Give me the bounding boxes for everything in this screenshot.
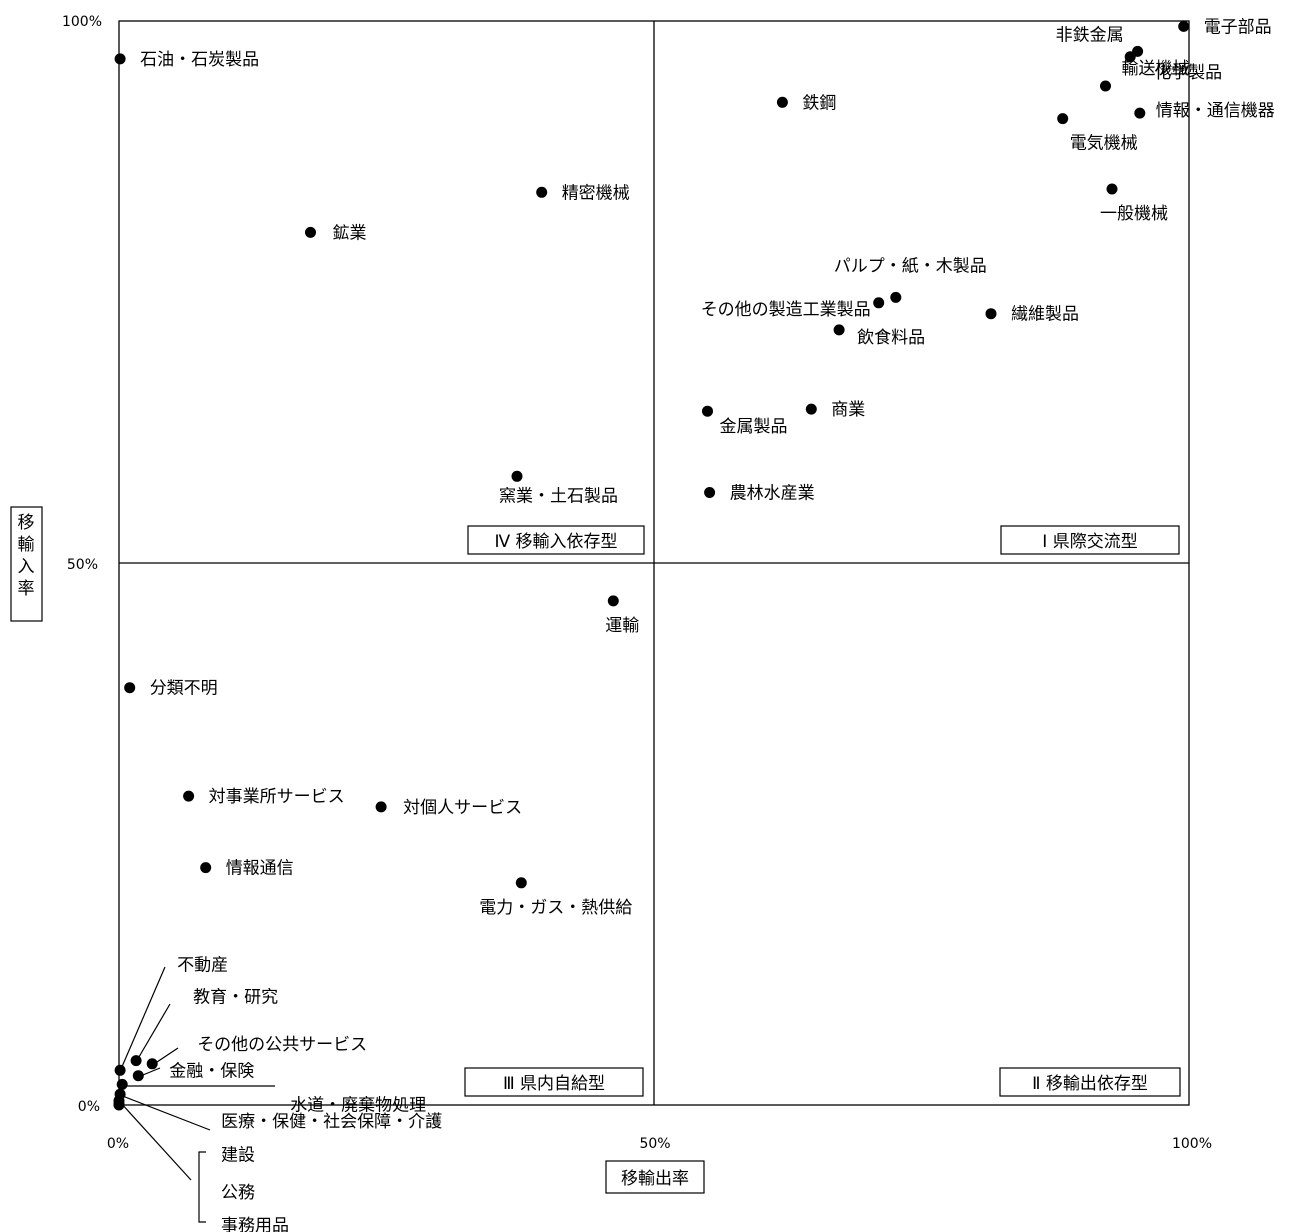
- x-axis-title-box: [605, 1160, 705, 1194]
- point-label: 金融・保険: [169, 1062, 254, 1082]
- point-label: 商業: [831, 400, 865, 420]
- x-tick-label: 0%: [107, 1136, 129, 1152]
- point-label: 情報通信: [226, 859, 294, 879]
- y-tick-label: 50%: [67, 557, 98, 573]
- data-point: [114, 1064, 126, 1076]
- quadrant-label-box: [999, 1067, 1181, 1097]
- point-label: 電力・ガス・熱供給: [479, 898, 632, 918]
- data-point: [1124, 51, 1136, 63]
- quadrant-label: Ⅳ 移輸入依存型: [494, 532, 617, 552]
- point-label: 鉱業: [333, 223, 367, 243]
- quadrant-label-box: [1000, 525, 1180, 555]
- y-tick-label: 100%: [62, 14, 102, 30]
- point-label: 建設: [221, 1146, 255, 1166]
- point-label: 対個人サービス: [403, 798, 522, 818]
- point-label: 分類不明: [150, 679, 218, 699]
- data-point: [833, 324, 845, 336]
- point-label: 精密機械: [562, 183, 630, 203]
- point-label: 鉄鋼: [802, 93, 836, 113]
- data-point: [116, 1078, 128, 1090]
- data-point: [183, 790, 195, 802]
- leader-lines: [119, 966, 275, 1223]
- point-label: 不動産: [177, 955, 228, 975]
- data-point: [1178, 20, 1190, 32]
- leader-line: [120, 966, 166, 1070]
- point-label: 医療・保健・社会保障・介護: [221, 1112, 442, 1132]
- point-label: 一般機械: [1100, 204, 1168, 224]
- y-axis-title: 移輸入率: [18, 513, 35, 599]
- data-point: [607, 595, 619, 607]
- point-label: 飲食料品: [857, 328, 925, 348]
- data-point: [873, 297, 885, 309]
- quadrant-label-box: [467, 525, 645, 555]
- x-axis-title: 移輸出率: [621, 1169, 689, 1189]
- data-point: [305, 226, 316, 238]
- point-label: 輸送機械: [1122, 59, 1190, 79]
- quadrant-label: Ⅲ 県内自給型: [503, 1074, 605, 1094]
- point-label: 対事業所サービス: [209, 787, 345, 807]
- data-point: [1106, 183, 1118, 195]
- data-point: [536, 186, 548, 198]
- point-label: 窯業・土石製品: [499, 486, 618, 506]
- data-point: [113, 1099, 125, 1111]
- data-point: [1100, 80, 1111, 92]
- point-label: 教育・研究: [193, 988, 278, 1008]
- data-points: [113, 20, 1190, 1111]
- data-point: [132, 1070, 144, 1082]
- point-label: 公務: [221, 1183, 255, 1203]
- point-label: 石油・石炭製品: [140, 50, 259, 70]
- point-label: 情報・通信機器: [1156, 101, 1275, 121]
- y-tick-label: 0%: [78, 1099, 100, 1115]
- data-point: [114, 53, 126, 65]
- data-point: [124, 682, 136, 694]
- data-point: [985, 308, 997, 320]
- point-label: 事務用品: [221, 1216, 289, 1232]
- quadrant-label: Ⅱ 移輸出依存型: [1032, 1074, 1148, 1094]
- point-label: 金属製品: [720, 417, 788, 437]
- data-point: [511, 470, 523, 482]
- data-point: [776, 96, 788, 108]
- leader-line: [119, 1094, 211, 1131]
- data-point: [890, 291, 902, 303]
- data-point: [805, 403, 817, 415]
- point-label: その他の製造工業製品: [701, 300, 871, 320]
- quadrant-label-box: [464, 1067, 644, 1097]
- leader-line: [119, 1101, 192, 1181]
- point-label: 繊維製品: [1011, 305, 1079, 325]
- point-label: その他の公共サービス: [197, 1035, 367, 1055]
- data-point: [1134, 107, 1146, 119]
- data-point: [702, 405, 713, 417]
- y-axis-title-box: [10, 506, 43, 622]
- point-label: 運輸: [605, 616, 639, 636]
- quadrant-label: Ⅰ 県際交流型: [1042, 532, 1137, 552]
- data-point: [375, 801, 387, 813]
- point-label: パルプ・紙・木製品: [834, 256, 987, 276]
- point-label: 非鉄金属: [1056, 25, 1124, 45]
- data-point: [200, 862, 212, 874]
- bracket: [198, 1151, 206, 1223]
- leader-line: [135, 1003, 171, 1063]
- point-label: 電子部品: [1204, 17, 1272, 37]
- x-tick-label: 50%: [639, 1136, 670, 1152]
- point-label: 水道・廃棄物処理: [290, 1095, 426, 1115]
- data-point: [1057, 113, 1069, 125]
- data-point: [146, 1058, 158, 1070]
- point-label: 農林水産業: [730, 484, 815, 504]
- point-label: 化学製品: [1154, 63, 1222, 83]
- data-point: [515, 877, 527, 889]
- point-label: 電気機械: [1070, 134, 1138, 154]
- data-point: [704, 487, 716, 498]
- data-point: [130, 1055, 142, 1067]
- x-tick-label: 100%: [1172, 1136, 1212, 1152]
